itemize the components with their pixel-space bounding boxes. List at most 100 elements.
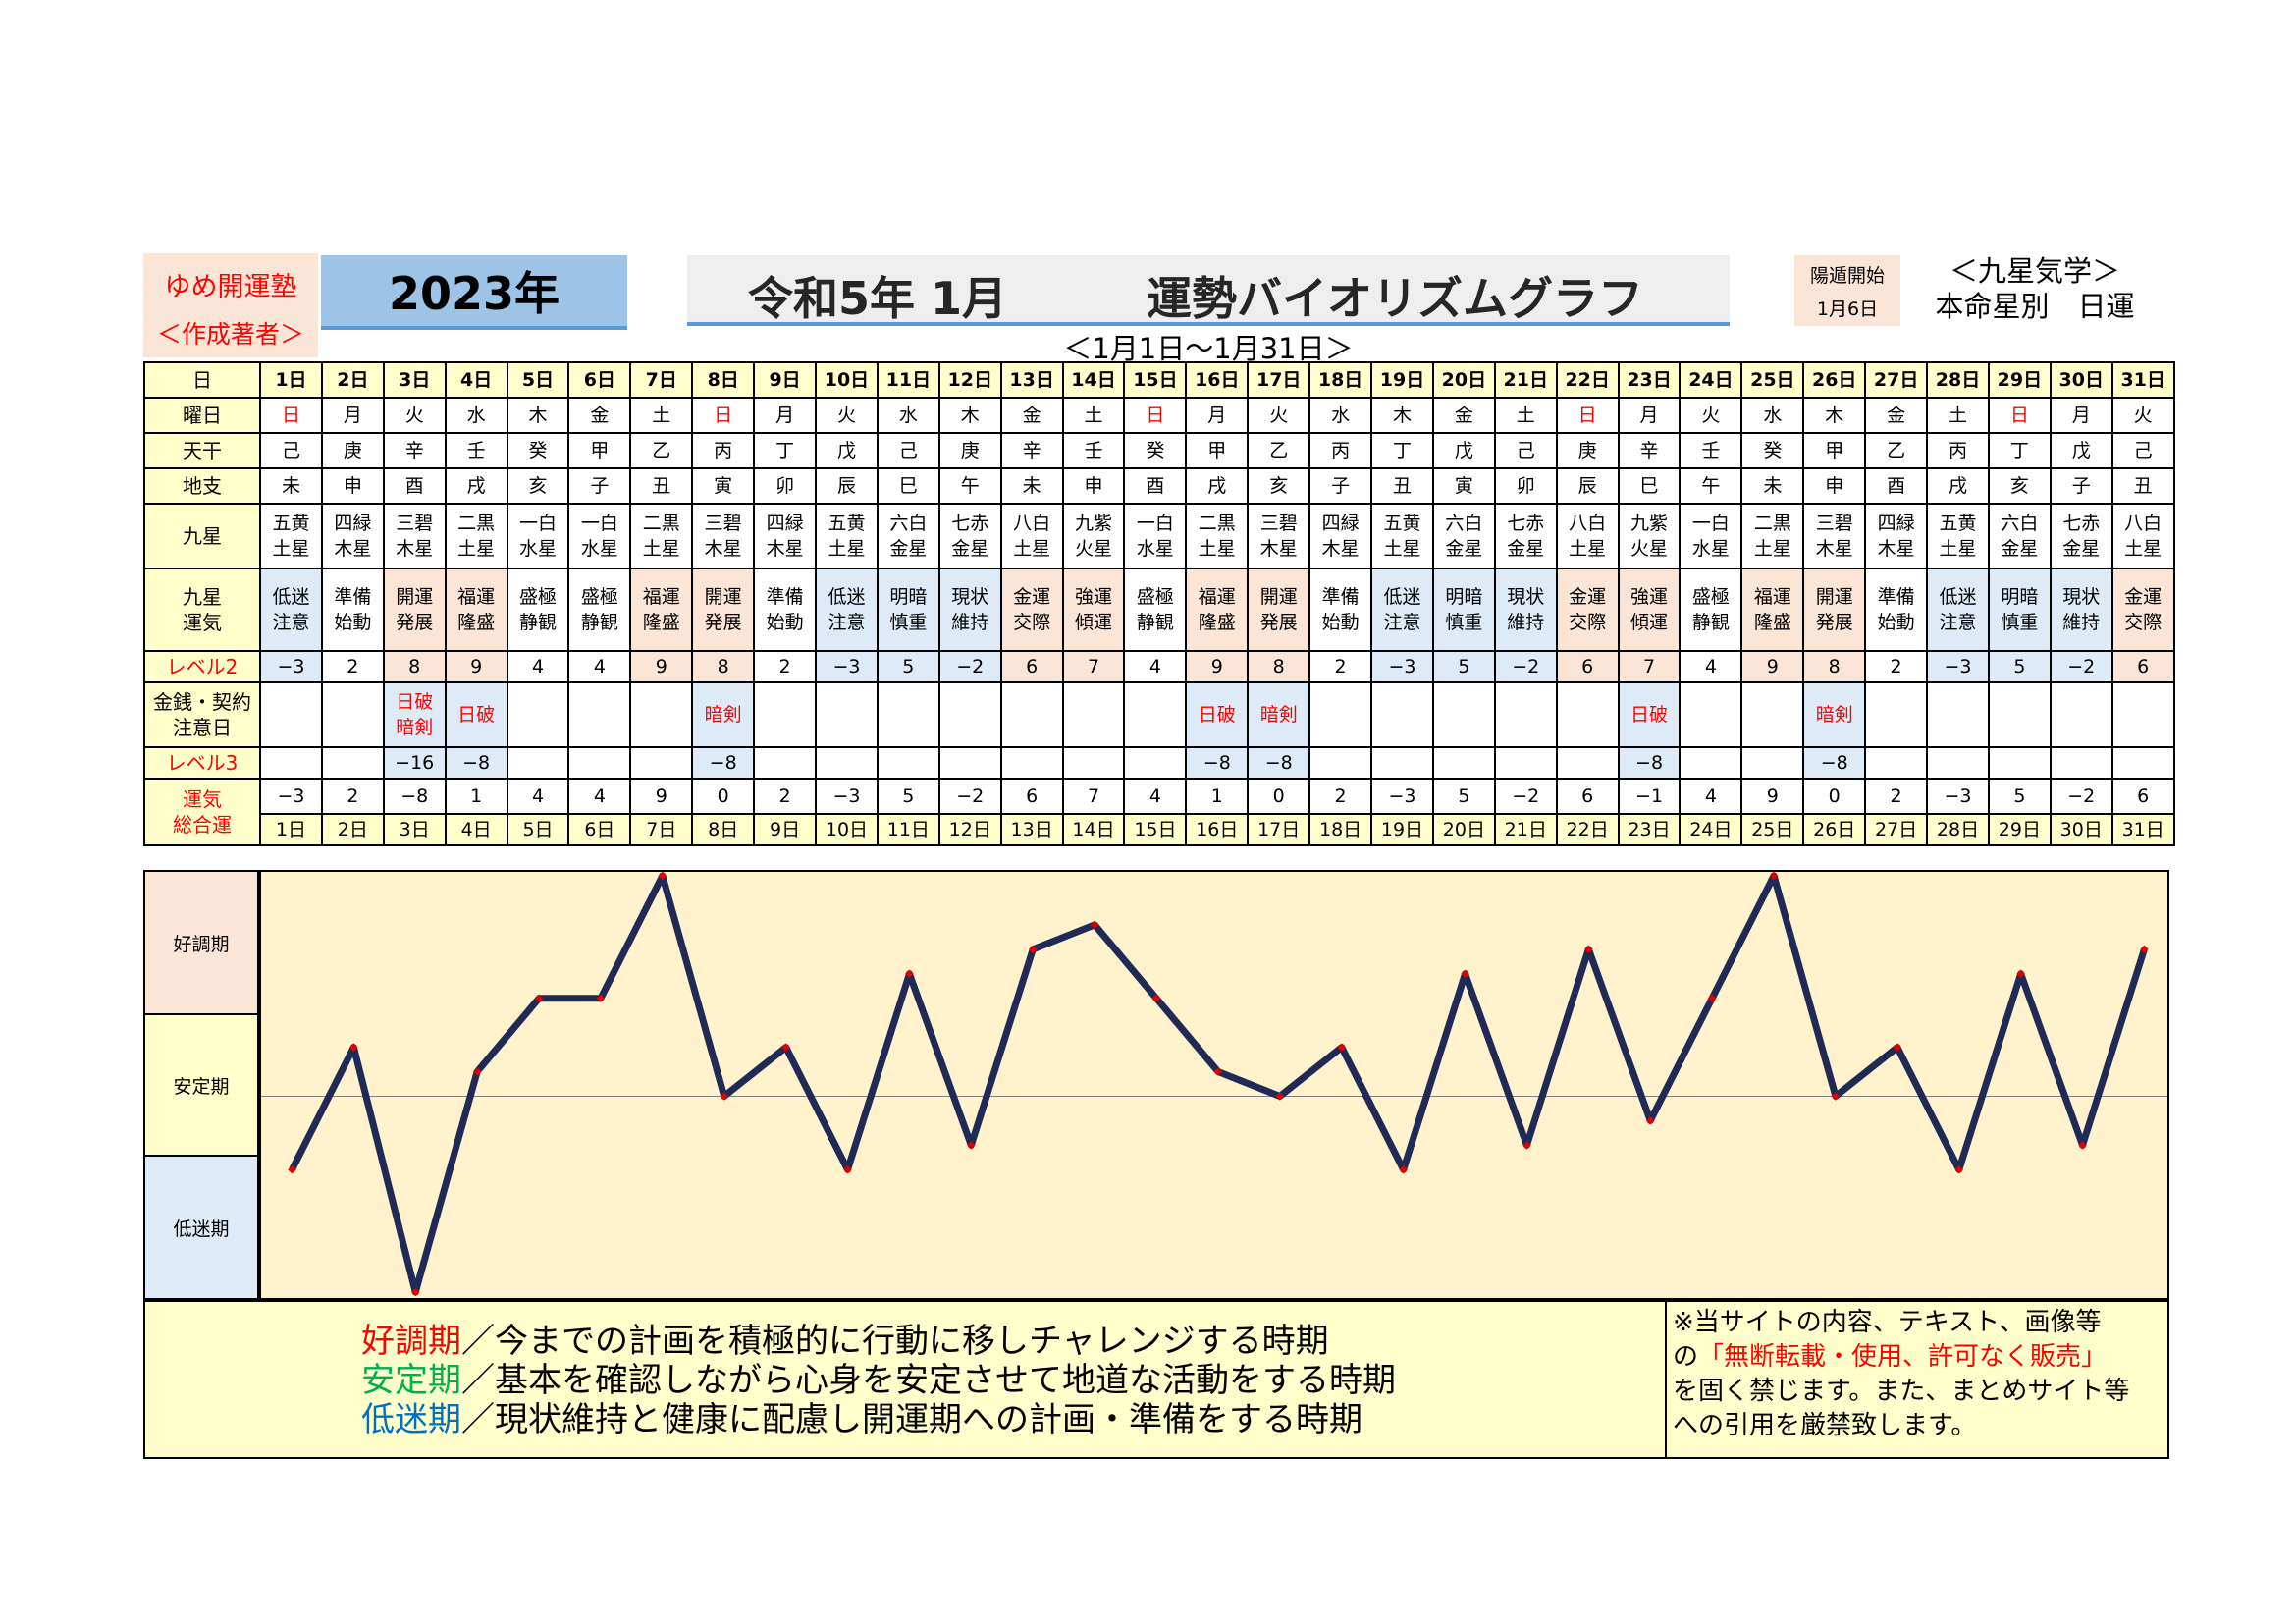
legend-panel: 好調期／今までの計画を積極的に行動に移しチャレンジする時期 安定期／基本を確認し… (143, 1300, 2169, 1459)
row-label: 金銭・契約 注意日 (143, 681, 261, 748)
cell-day: 29日 (1987, 813, 2052, 846)
cell-unki: 金運 交際 (2110, 568, 2175, 652)
cell-day: 23日 (1617, 813, 1682, 846)
cell-day: 14日 (1061, 361, 1126, 399)
cell-lv3 (1061, 746, 1126, 780)
cell-lv3 (1123, 746, 1188, 780)
data-point (1213, 1067, 1223, 1076)
cell-day: 1日 (259, 361, 323, 399)
cell-star: 九紫 火星 (1061, 503, 1126, 569)
cell-star: 七赤 金星 (937, 503, 1002, 569)
cell-total: 2 (1864, 778, 1929, 815)
cell-total: −1 (1617, 778, 1682, 815)
cell-day: 17日 (1247, 813, 1311, 846)
yoton-box: 陽遁開始 1月6日 (1794, 255, 1900, 326)
cell-total: −2 (937, 778, 1002, 815)
cell-wd: 日 (259, 397, 323, 434)
cell-day: 19日 (1370, 813, 1434, 846)
cell-day: 22日 (1555, 813, 1620, 846)
notice-line-3: を固く禁じます。また、まとめサイト等 (1673, 1377, 2130, 1406)
cell-day: 7日 (629, 813, 694, 846)
cell-kan: 壬 (444, 432, 508, 469)
cell-unki: 福運 隆盛 (1185, 568, 1250, 652)
data-point (2016, 969, 2025, 979)
cell-lv3 (1493, 746, 1558, 780)
cell-unki: 盛極 静観 (1123, 568, 1188, 652)
cell-money (999, 681, 1064, 748)
cell-day: 19日 (1370, 361, 1434, 399)
cell-wd: 土 (1061, 397, 1126, 434)
cell-shi: 未 (1740, 467, 1805, 505)
data-point (1399, 1165, 1408, 1174)
cell-day: 28日 (1926, 813, 1990, 846)
cell-kan: 己 (876, 432, 940, 469)
cell-lv2: 6 (1555, 650, 1620, 683)
cell-total: 6 (999, 778, 1064, 815)
cell-wd: 木 (937, 397, 1002, 434)
row-label: 地支 (143, 467, 261, 505)
cell-shi: 戌 (1185, 467, 1250, 505)
notice-warning: 「無断転載・使用、許可なく販売」 (1698, 1342, 2108, 1372)
cell-star: 五黄 土星 (1926, 503, 1990, 569)
cell-star: 六白 金星 (1987, 503, 2052, 569)
cell-day: 30日 (2049, 813, 2113, 846)
cell-unki: 福運 隆盛 (1740, 568, 1805, 652)
cell-wd: 土 (1493, 397, 1558, 434)
cell-money: 日破 (1617, 681, 1682, 748)
legend-low-term: 低迷期 (361, 1400, 461, 1439)
cell-shi: 戌 (1926, 467, 1990, 505)
cell-lv2: 9 (444, 650, 508, 683)
cell-lv2: 8 (1802, 650, 1867, 683)
cell-lv3: −8 (1802, 746, 1867, 780)
cell-kan: 壬 (1679, 432, 1743, 469)
cell-lv3: −8 (1185, 746, 1250, 780)
cell-unki: 福運 隆盛 (629, 568, 694, 652)
cell-kan: 庚 (320, 432, 385, 469)
cell-day: 26日 (1802, 813, 1867, 846)
cell-lv3 (753, 746, 818, 780)
table-row: 九星 運気 低迷 注意 準備 始動 開運 発展 福運 隆盛 盛極 静観 盛極 静観 福運 隆盛 開運 発展 準備 始動… (143, 568, 2175, 652)
cell-money (815, 681, 879, 748)
yoton-date: 1月6日 (1816, 298, 1879, 320)
cell-kan: 乙 (1864, 432, 1929, 469)
cell-lv3: −16 (382, 746, 447, 780)
cell-lv3 (1308, 746, 1373, 780)
cell-star: 五黄 土星 (815, 503, 879, 569)
cell-kan: 甲 (1185, 432, 1250, 469)
cell-day: 24日 (1679, 813, 1743, 846)
cell-day: 16日 (1185, 813, 1250, 846)
cell-star: 一白 水星 (1679, 503, 1743, 569)
cell-total: 1 (1185, 778, 1250, 815)
cell-shi: 丑 (629, 467, 694, 505)
cell-total: −3 (1370, 778, 1434, 815)
cell-lv3 (567, 746, 632, 780)
cell-kan: 丁 (753, 432, 818, 469)
cell-lv3 (320, 746, 385, 780)
series-line (289, 872, 2148, 1296)
cell-kan: 己 (259, 432, 323, 469)
cell-shi: 酉 (382, 467, 447, 505)
cell-day: 6日 (567, 813, 632, 846)
cell-kan: 丁 (1987, 432, 2052, 469)
cell-day: 3日 (382, 361, 447, 399)
fortune-table: 日 1日 2日 3日 4日 5日 6日 7日 8日 9日 10日 11日 12日 13日 14日 15日 16日… (143, 361, 2175, 846)
cell-lv2: 5 (1987, 650, 2052, 683)
cell-unki: 低迷 注意 (1370, 568, 1434, 652)
cell-lv2: −2 (937, 650, 1002, 683)
cell-total: 9 (629, 778, 694, 815)
cell-lv2: 5 (1431, 650, 1496, 683)
cell-lv2: 2 (753, 650, 818, 683)
cell-day: 7日 (629, 361, 694, 399)
cell-shi: 巳 (876, 467, 940, 505)
cell-total: 4 (1123, 778, 1188, 815)
cell-day: 8日 (691, 361, 756, 399)
cell-money: 日破 暗剣 (382, 681, 447, 748)
biorhythm-chart-svg (261, 871, 2167, 1297)
cell-money (259, 681, 323, 748)
cell-kan: 丙 (1926, 432, 1990, 469)
cell-star: 八白 土星 (1555, 503, 1620, 569)
cell-lv2: 4 (1123, 650, 1188, 683)
cell-lv3 (1987, 746, 2052, 780)
cell-unki: 低迷 注意 (815, 568, 879, 652)
cell-star: 七赤 金星 (1493, 503, 1558, 569)
